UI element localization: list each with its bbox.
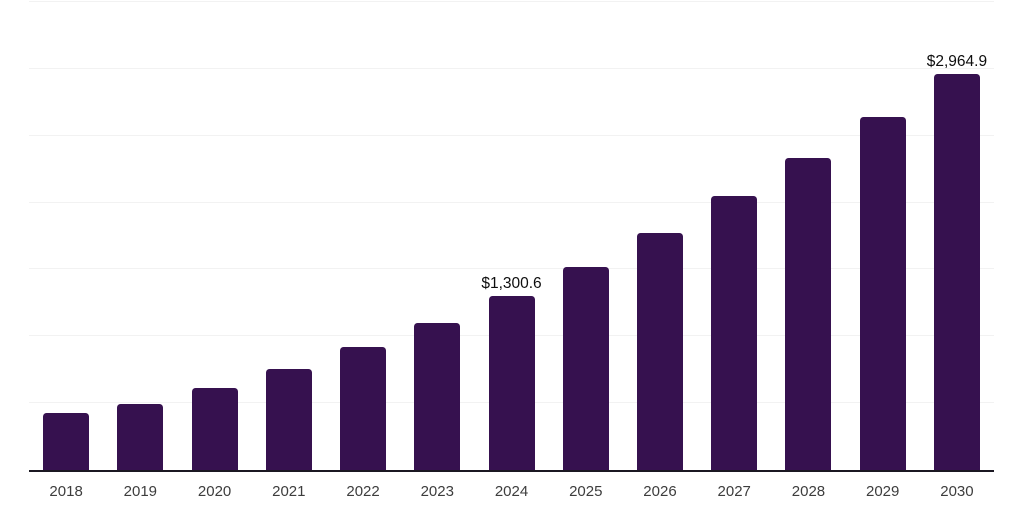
gridline-1500 (29, 268, 994, 270)
x-axis-line (29, 470, 994, 472)
x-axis-label-2030: 2030 (940, 483, 974, 500)
bar-value-label-2024: $1,300.6 (481, 275, 542, 293)
bar-2018 (43, 413, 90, 470)
gridline-2000 (29, 201, 994, 203)
gridline-3500 (29, 1, 994, 2)
bar-slot-2019 (103, 0, 177, 470)
x-axis-label-2029: 2029 (866, 483, 900, 500)
bar-slot-2029 (846, 0, 920, 470)
bar-slot-2018 (29, 0, 103, 470)
x-axis-label-2022: 2022 (346, 483, 380, 500)
bar-2029 (859, 117, 906, 470)
bar-2023 (414, 322, 461, 470)
bar-slot-2026 (623, 0, 697, 470)
bar-2026 (636, 232, 683, 470)
bar-slot-2025 (549, 0, 623, 470)
x-axis-label-2019: 2019 (123, 483, 158, 500)
x-axis-label-2026: 2026 (643, 483, 677, 500)
bar-slot-2022 (326, 0, 400, 470)
x-axis-label-2020: 2020 (197, 483, 232, 500)
bar-slot-2020 (177, 0, 251, 470)
x-axis-label-2027: 2027 (717, 483, 751, 500)
x-axis-label-2021: 2021 (272, 483, 306, 500)
x-axis-label-2023: 2023 (420, 483, 454, 500)
bar-value-label-2030: $2,964.9 (926, 52, 988, 70)
bar-slot-2027 (697, 0, 771, 470)
bar-2020 (191, 387, 238, 470)
plot-inner: $1,300.6 $2,964.9 (29, 0, 994, 470)
bar-2019 (117, 404, 164, 470)
bar-2030 (933, 73, 980, 470)
bar-2021 (265, 368, 312, 470)
bar-slot-2028 (771, 0, 845, 470)
bar-slot-2021 (252, 0, 326, 470)
x-axis-label-2025: 2025 (569, 483, 603, 500)
gridline-3000 (29, 67, 994, 69)
bar-2027 (711, 195, 758, 470)
bar-2022 (340, 346, 387, 470)
x-axis-label-2018: 2018 (49, 483, 83, 500)
gridline-2500 (29, 134, 994, 136)
bars-container: $1,300.6 $2,964.9 (29, 0, 994, 470)
x-axis-label-2028: 2028 (791, 483, 826, 500)
bar-slot-2024: $1,300.6 (474, 0, 548, 470)
x-axis-labels: 2018 2019 2020 2021 2022 2023 2024 2025 2026 2027… (29, 482, 994, 501)
x-axis-label-2024: 2024 (494, 483, 529, 500)
bar-2028 (785, 158, 832, 470)
bar-slot-2023 (400, 0, 474, 470)
bar-2024 (488, 296, 535, 470)
bar-slot-2030: $2,964.9 (920, 0, 994, 470)
bar-chart-plot-area: $1,300.6 $2,964.9 (29, 0, 994, 472)
bar-2025 (562, 267, 609, 470)
